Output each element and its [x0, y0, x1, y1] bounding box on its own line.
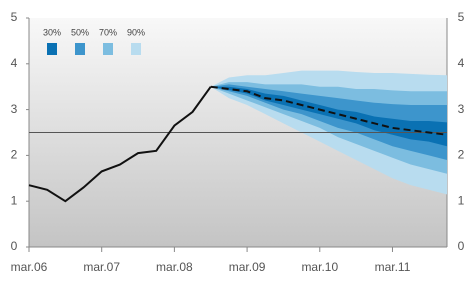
- x-tick-label: mar.11: [375, 260, 411, 274]
- fan-band: [210, 86, 447, 147]
- y2-tick-label: 1: [458, 193, 465, 207]
- y2-tick-label: 2: [458, 148, 465, 162]
- legend-swatch: [103, 43, 113, 55]
- fan-band: [210, 84, 447, 160]
- y2-tick-label: 3: [458, 102, 465, 116]
- x-tick-label: mar.07: [83, 260, 120, 274]
- y2-tick-label: 5: [458, 10, 465, 24]
- y2-tick-label: 4: [458, 56, 465, 70]
- projection-line: [210, 85, 448, 136]
- legend-swatch: [47, 43, 57, 55]
- x-tick-label: mar.10: [301, 260, 338, 274]
- x-tick-label: mar.06: [11, 260, 48, 274]
- y-tick-label: 1: [11, 193, 18, 207]
- x-tick-label: mar.08: [156, 260, 193, 274]
- x-tick-label: mar.09: [229, 260, 266, 274]
- y-tick-label: 5: [11, 10, 18, 24]
- y-tick-label: 3: [11, 102, 18, 116]
- legend-label: 70%: [99, 27, 117, 37]
- history-line: [28, 86, 212, 203]
- legend-label: 50%: [71, 27, 89, 37]
- y2-tick-label: 0: [458, 239, 465, 253]
- legend-label: 30%: [43, 27, 61, 37]
- y-tick-label: 4: [11, 56, 18, 70]
- legend-swatch: [131, 43, 141, 55]
- y-tick-label: 0: [11, 239, 18, 253]
- legend-swatch: [75, 43, 85, 55]
- legend-label: 90%: [127, 27, 145, 37]
- y-tick-label: 2: [11, 148, 18, 162]
